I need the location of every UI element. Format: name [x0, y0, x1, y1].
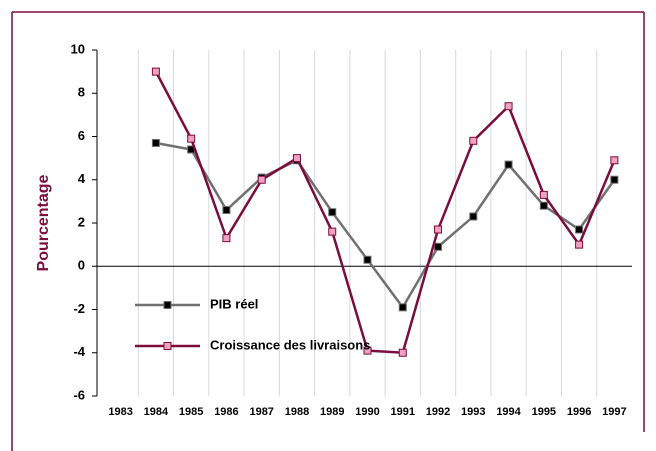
- y-tick-label: 8: [78, 85, 85, 100]
- marker: [504, 160, 513, 169]
- x-tick-label: 1995: [532, 406, 556, 418]
- marker: [363, 346, 372, 355]
- marker: [187, 134, 196, 143]
- y-tick-label: 10: [71, 41, 85, 56]
- x-tick-label: 1993: [461, 406, 485, 418]
- marker: [610, 175, 619, 184]
- marker: [328, 208, 337, 217]
- x-tick-label: 1988: [285, 406, 309, 418]
- marker: [151, 67, 160, 76]
- y-tick-label: -4: [73, 344, 85, 359]
- marker: [222, 234, 231, 243]
- marker: [222, 206, 231, 215]
- x-tick-label: 1990: [355, 406, 379, 418]
- x-tick-label: 1996: [567, 406, 591, 418]
- x-tick-label: 1986: [214, 406, 238, 418]
- marker: [539, 190, 548, 199]
- x-tick-label: 1994: [496, 406, 521, 418]
- x-tick-label: 1989: [320, 406, 344, 418]
- y-axis-label: Pourcentage: [35, 174, 52, 271]
- marker: [434, 242, 443, 251]
- marker: [151, 138, 160, 147]
- x-tick-label: 1992: [426, 406, 450, 418]
- marker: [469, 212, 478, 221]
- y-tick-label: 2: [78, 214, 85, 229]
- marker: [363, 255, 372, 264]
- y-tick-label: -2: [73, 301, 85, 316]
- marker: [328, 227, 337, 236]
- marker: [434, 225, 443, 234]
- marker: [504, 102, 513, 111]
- y-tick-label: 0: [78, 258, 85, 273]
- legend-marker: [163, 342, 172, 350]
- x-tick-label: 1983: [108, 406, 132, 418]
- marker: [575, 225, 584, 234]
- legend-marker: [163, 301, 172, 309]
- marker: [610, 156, 619, 165]
- series-line: [155, 141, 616, 310]
- x-tick-label: 1985: [179, 406, 203, 418]
- y-tick-label: -6: [73, 387, 85, 402]
- legend-label: Croissance des livraisons: [210, 337, 370, 352]
- x-tick-label: 1997: [602, 406, 626, 418]
- marker: [398, 303, 407, 312]
- y-tick-label: 4: [78, 171, 86, 186]
- x-tick-label: 1984: [144, 406, 169, 418]
- x-tick-label: 1987: [249, 406, 273, 418]
- series-line: [154, 71, 616, 355]
- legend-label: PIB réel: [210, 296, 258, 311]
- marker: [469, 136, 478, 145]
- marker: [398, 348, 407, 357]
- marker: [292, 154, 301, 163]
- y-tick-label: 6: [78, 128, 85, 143]
- marker: [575, 240, 584, 249]
- x-tick-label: 1991: [391, 406, 415, 418]
- marker: [539, 201, 548, 210]
- marker: [257, 175, 266, 184]
